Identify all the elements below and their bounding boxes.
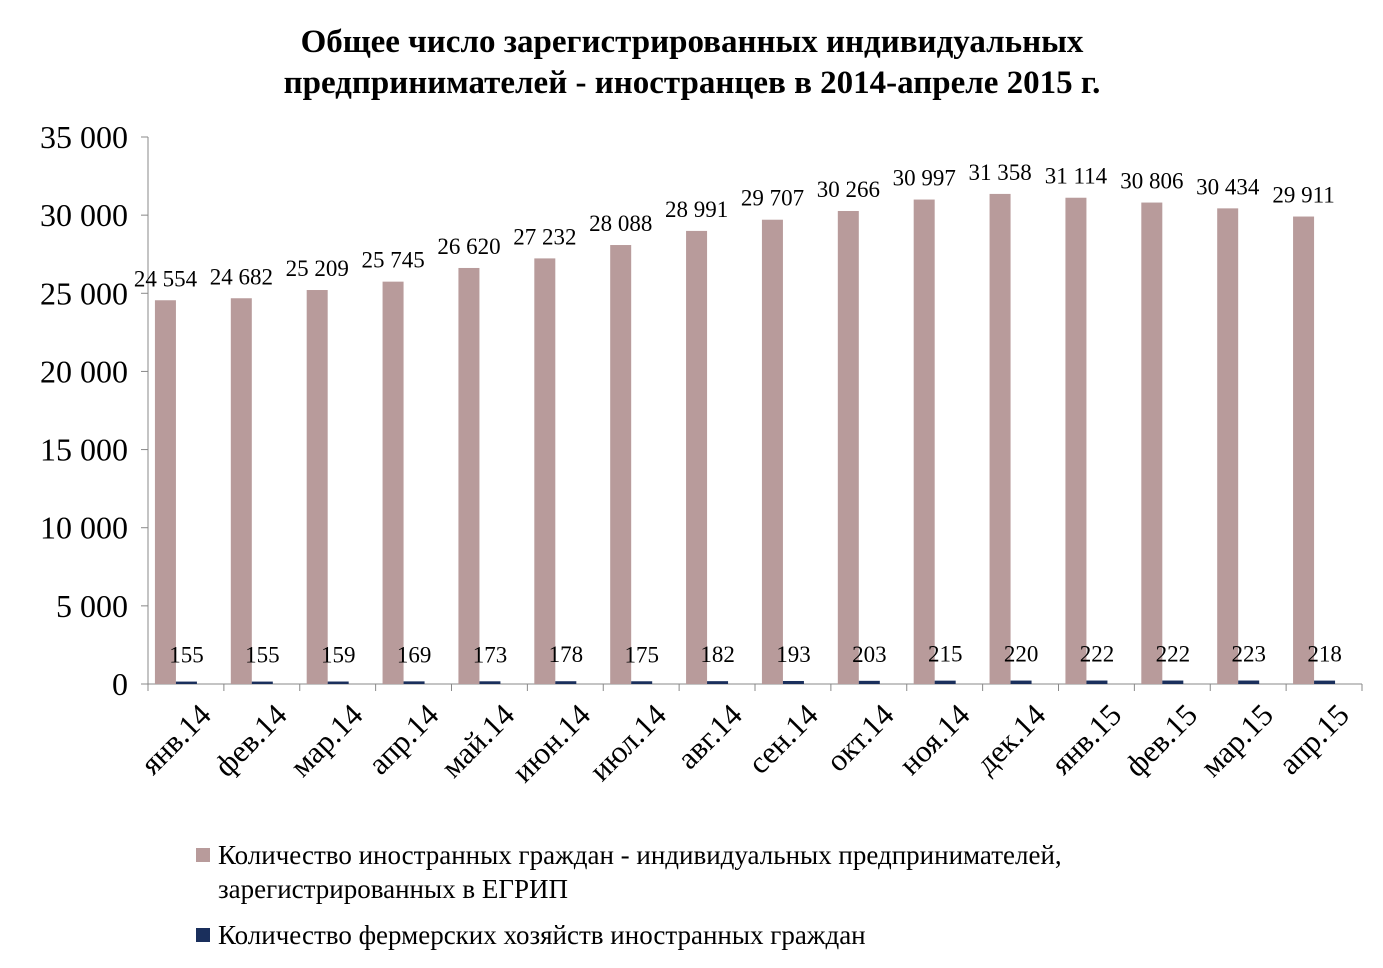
bar (1010, 680, 1032, 684)
legend-label: Количество иностранных граждан - индивид… (218, 840, 1062, 904)
y-tick-label: 10 000 (40, 510, 128, 546)
y-tick-label: 15 000 (40, 432, 128, 468)
data-label: 27 232 (513, 224, 576, 249)
bar (631, 681, 653, 684)
bar (782, 680, 804, 684)
data-label: 28 991 (665, 197, 728, 222)
x-tick-label: фев.14 (207, 697, 294, 784)
legend-item: Количество иностранных граждан - индивид… (196, 838, 1206, 906)
y-tick-label: 0 (112, 666, 128, 702)
data-label: 173 (473, 642, 508, 667)
bar (479, 681, 501, 684)
data-label: 175 (624, 642, 659, 667)
x-tick-label: июл.14 (582, 697, 673, 788)
bar (1314, 680, 1336, 684)
bar (534, 258, 556, 684)
bar (858, 680, 880, 684)
bar (707, 681, 729, 684)
x-tick-label: мар.15 (1193, 697, 1280, 784)
x-tick-label: июн.14 (505, 697, 597, 789)
data-label: 193 (776, 642, 811, 667)
y-tick-label: 35 000 (40, 119, 128, 155)
x-tick-label: апр.15 (1271, 697, 1355, 781)
bar (837, 210, 859, 684)
bar (175, 681, 197, 684)
y-tick-label: 5 000 (56, 588, 128, 624)
data-label: 215 (928, 642, 963, 667)
data-label: 155 (169, 643, 204, 668)
x-tick-label: окт.14 (819, 697, 901, 779)
data-label: 24 682 (210, 264, 273, 289)
bar (382, 281, 404, 684)
bar (610, 245, 632, 684)
x-tick-label: фев.15 (1118, 697, 1204, 783)
x-tick-label: янв.15 (1044, 697, 1128, 781)
bar (761, 219, 783, 684)
data-label: 223 (1231, 642, 1266, 667)
data-label: 28 088 (589, 211, 652, 236)
data-label: 222 (1156, 642, 1191, 667)
legend-label: Количество фермерских хозяйств иностранн… (218, 920, 866, 950)
x-tick-label: янв.14 (133, 697, 218, 782)
bar (555, 681, 577, 684)
data-label: 159 (321, 643, 356, 668)
data-label: 30 997 (893, 166, 956, 191)
data-label: 26 620 (437, 234, 500, 259)
data-label: 178 (549, 642, 584, 667)
data-label: 25 209 (286, 256, 349, 281)
bar (1217, 208, 1239, 685)
bar (306, 290, 328, 684)
x-tick-label: дек.14 (969, 697, 1053, 781)
x-tick-label: мар.14 (283, 697, 370, 784)
x-tick-label: май.14 (434, 697, 522, 785)
chart: Общее число зарегистрированных индивидуа… (40, 24, 1363, 789)
bar (154, 300, 176, 684)
data-label: 222 (1080, 642, 1115, 667)
data-label: 30 434 (1196, 174, 1260, 199)
y-tick-label: 30 000 (40, 197, 128, 233)
bar (913, 199, 935, 685)
bar (1293, 216, 1315, 684)
data-label: 182 (700, 642, 735, 667)
chart-title: Общее число зарегистрированных индивидуа… (301, 24, 1084, 60)
bar (1238, 680, 1260, 684)
y-tick-label: 20 000 (40, 353, 128, 389)
legend-item: Количество фермерских хозяйств иностранн… (196, 918, 1206, 952)
data-label: 155 (245, 643, 280, 668)
data-label: 220 (1004, 642, 1039, 667)
bar (458, 267, 480, 684)
bar (686, 230, 708, 684)
bar (1141, 202, 1163, 684)
bar (403, 681, 425, 684)
bar (1086, 680, 1108, 684)
bar (230, 298, 252, 684)
bar (989, 193, 1011, 684)
data-label: 25 745 (361, 248, 424, 273)
x-tick-label: ноя.14 (892, 697, 977, 782)
x-tick-label: апр.14 (361, 697, 446, 782)
bar (1065, 197, 1087, 684)
data-label: 24 554 (134, 266, 198, 291)
x-tick-label: авг.14 (670, 697, 749, 776)
data-label: 169 (397, 642, 432, 667)
data-label: 31 114 (1045, 164, 1108, 189)
x-tick-label: сен.14 (741, 697, 825, 781)
legend-swatch (196, 928, 210, 942)
data-label: 218 (1307, 642, 1342, 667)
chart-title: предпринимателей - иностранцев в 2014-ап… (284, 65, 1101, 101)
y-tick-label: 25 000 (40, 275, 128, 311)
bar (251, 681, 273, 684)
legend-swatch (196, 848, 210, 862)
data-label: 29 707 (741, 186, 804, 211)
data-label: 30 806 (1120, 169, 1183, 194)
bar (1162, 680, 1184, 684)
data-label: 30 266 (817, 177, 880, 202)
bar (934, 680, 956, 684)
data-label: 203 (852, 642, 887, 667)
bar (327, 681, 349, 684)
data-label: 31 358 (968, 160, 1031, 185)
data-label: 29 911 (1272, 183, 1334, 208)
